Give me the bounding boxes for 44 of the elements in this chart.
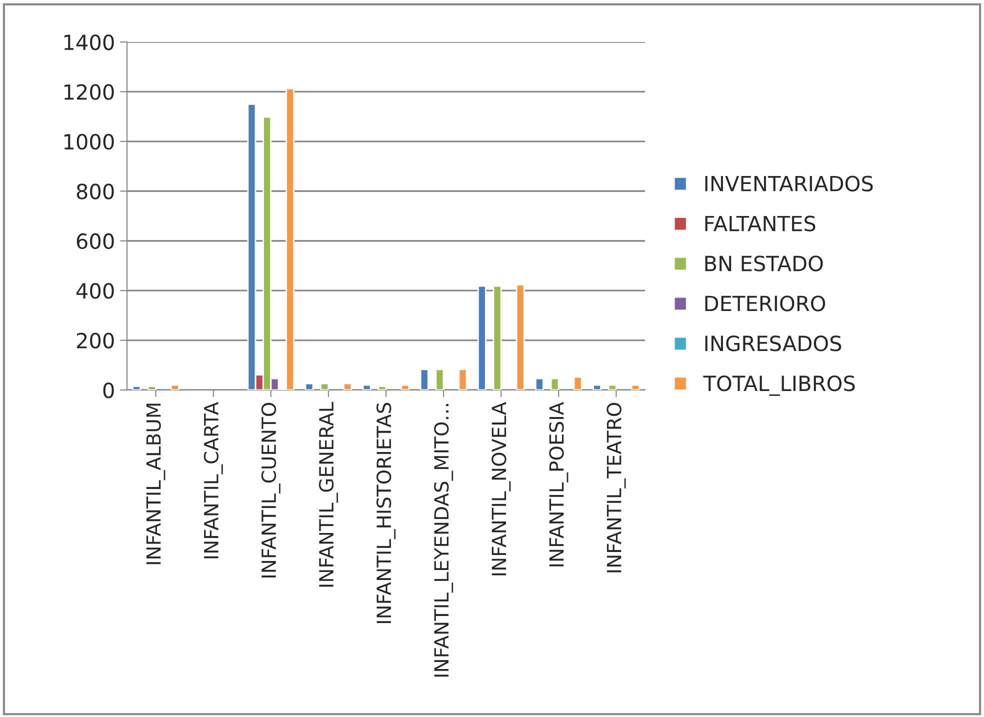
y-tick-label: 600 <box>76 233 114 250</box>
bar <box>420 368 429 390</box>
bar <box>400 384 410 390</box>
bar <box>362 384 372 390</box>
y-tick-label: 800 <box>76 184 114 200</box>
x-tick-label: INFANTIL_TEATRO <box>606 402 626 572</box>
bar <box>592 384 602 390</box>
x-tick-label: INFANTIL_ALBUM <box>146 404 166 564</box>
bar <box>378 386 387 390</box>
x-tick-label: INFANTIL_NOVELA <box>492 402 511 576</box>
bar <box>608 384 617 390</box>
x-tick-label: INFANTIL_LEYENDAS_MITO… <box>434 404 454 677</box>
x-tick-label: INFANTIL_POESIA <box>549 402 568 566</box>
legend-label: INVENTARIADOS <box>705 176 873 192</box>
bar <box>550 378 560 390</box>
legend-label: INGRESADOS <box>705 336 842 352</box>
bar <box>516 284 525 390</box>
bar <box>320 382 330 390</box>
bar <box>304 382 314 390</box>
bar <box>573 376 582 390</box>
x-tick-label: INFANTIL_CARTA <box>204 402 223 558</box>
bar <box>630 384 640 390</box>
y-tick-label: 1400 <box>64 34 114 50</box>
bar <box>435 368 444 390</box>
legend-label: BN ESTADO <box>705 256 823 272</box>
bar <box>170 384 180 390</box>
y-tick-label: 0 <box>103 382 114 398</box>
bar <box>492 285 502 390</box>
legend-label: FALTANTES <box>705 216 816 232</box>
y-tick-label: 1200 <box>64 84 114 100</box>
legend-label: DETERIORO <box>705 296 826 312</box>
y-tick-label: 1000 <box>64 134 114 150</box>
bar <box>147 386 156 390</box>
bar <box>458 368 468 390</box>
bar <box>535 378 544 390</box>
x-tick-label: INFANTIL_HISTORIETAS <box>376 402 396 624</box>
legend-label: TOTAL_LIBROS <box>703 375 855 396</box>
x-tick-label: INFANTIL_GENERAL <box>318 402 338 587</box>
bar <box>132 386 142 390</box>
y-tick-label: 200 <box>76 332 114 348</box>
y-tick-label: 400 <box>76 283 114 299</box>
bar <box>343 382 352 390</box>
bar <box>477 285 486 390</box>
x-tick-label: INFANTIL_CUENTO <box>261 402 280 578</box>
